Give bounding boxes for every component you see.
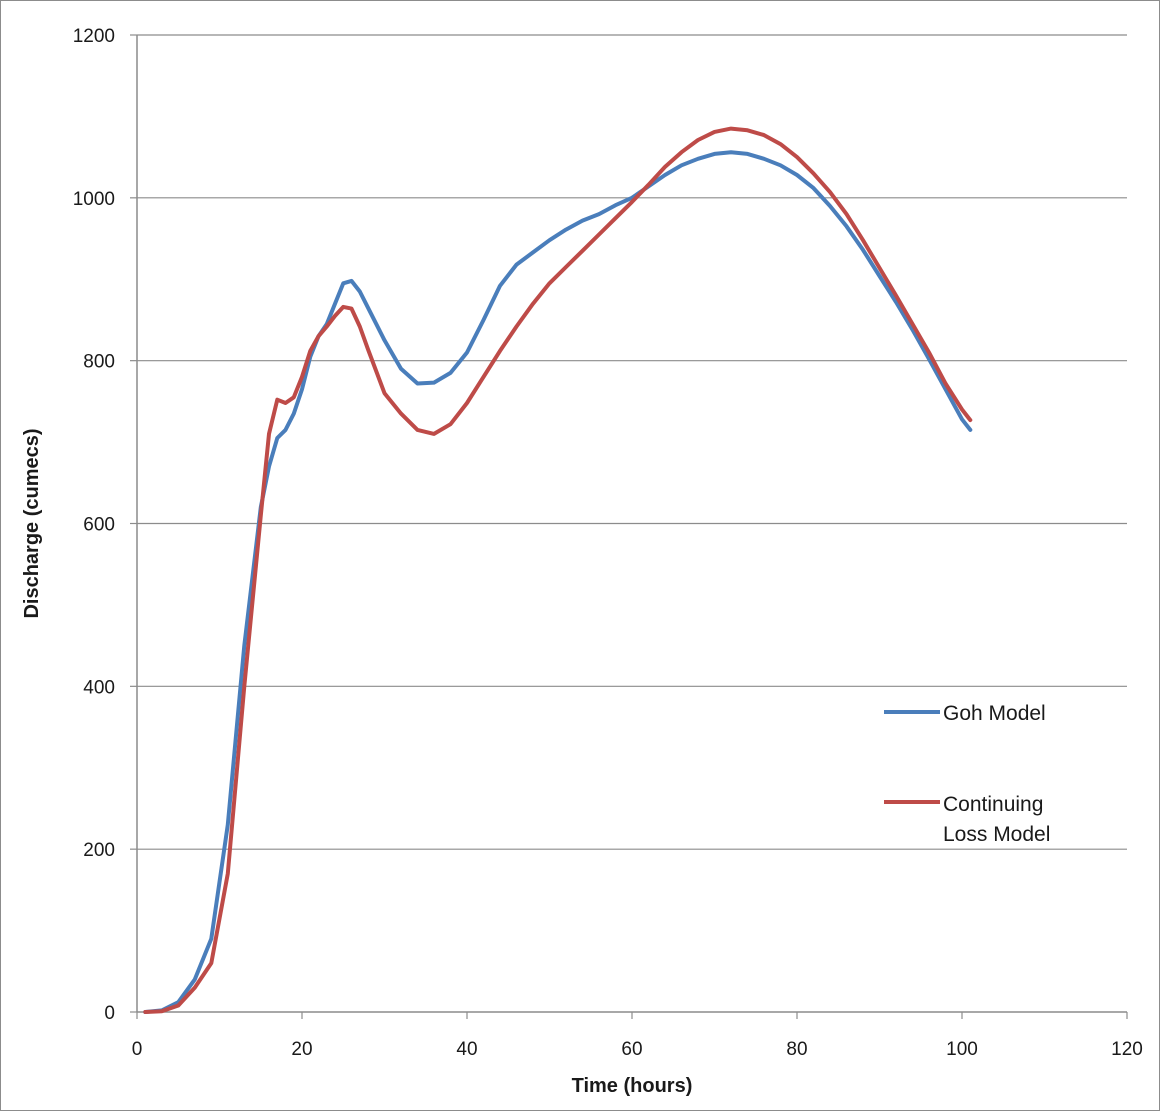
- x-tick-label: 60: [621, 1039, 642, 1060]
- y-tick-label: 1200: [73, 26, 115, 47]
- series-line-continuing-loss-model: [143, 126, 973, 1014]
- x-tick-label: 40: [456, 1039, 477, 1060]
- gridlines: [137, 34, 1127, 850]
- legend: Goh Model Continuing Loss Model: [884, 702, 1050, 846]
- series-line-goh-model: [143, 150, 973, 1014]
- legend-label-goh-model: Goh Model: [943, 702, 1046, 725]
- y-tick-label: 1000: [73, 189, 115, 210]
- x-axis-title: Time (hours): [572, 1075, 693, 1097]
- legend-label-continuing-loss-model: Continuing Loss Model: [943, 793, 1050, 846]
- series-lines: [143, 126, 973, 1014]
- y-tick-label: 600: [83, 515, 115, 536]
- x-tick-label: 20: [291, 1039, 312, 1060]
- x-tick-label: 80: [786, 1039, 807, 1060]
- y-tick-label: 800: [83, 352, 115, 373]
- y-tick-labels: 0 200 400 600 800 1000 1200: [73, 26, 137, 1024]
- x-tick-label: 120: [1111, 1039, 1143, 1060]
- y-tick-label: 400: [83, 677, 115, 698]
- y-tick-label: 200: [83, 840, 115, 861]
- x-tick-label: 100: [946, 1039, 978, 1060]
- y-tick-label: 0: [104, 1003, 115, 1024]
- y-axis-title: Discharge (cumecs): [21, 428, 43, 618]
- x-tick-labels: 0 20 40 60 80 100 120: [132, 1012, 1143, 1060]
- x-tick-label: 0: [132, 1039, 143, 1060]
